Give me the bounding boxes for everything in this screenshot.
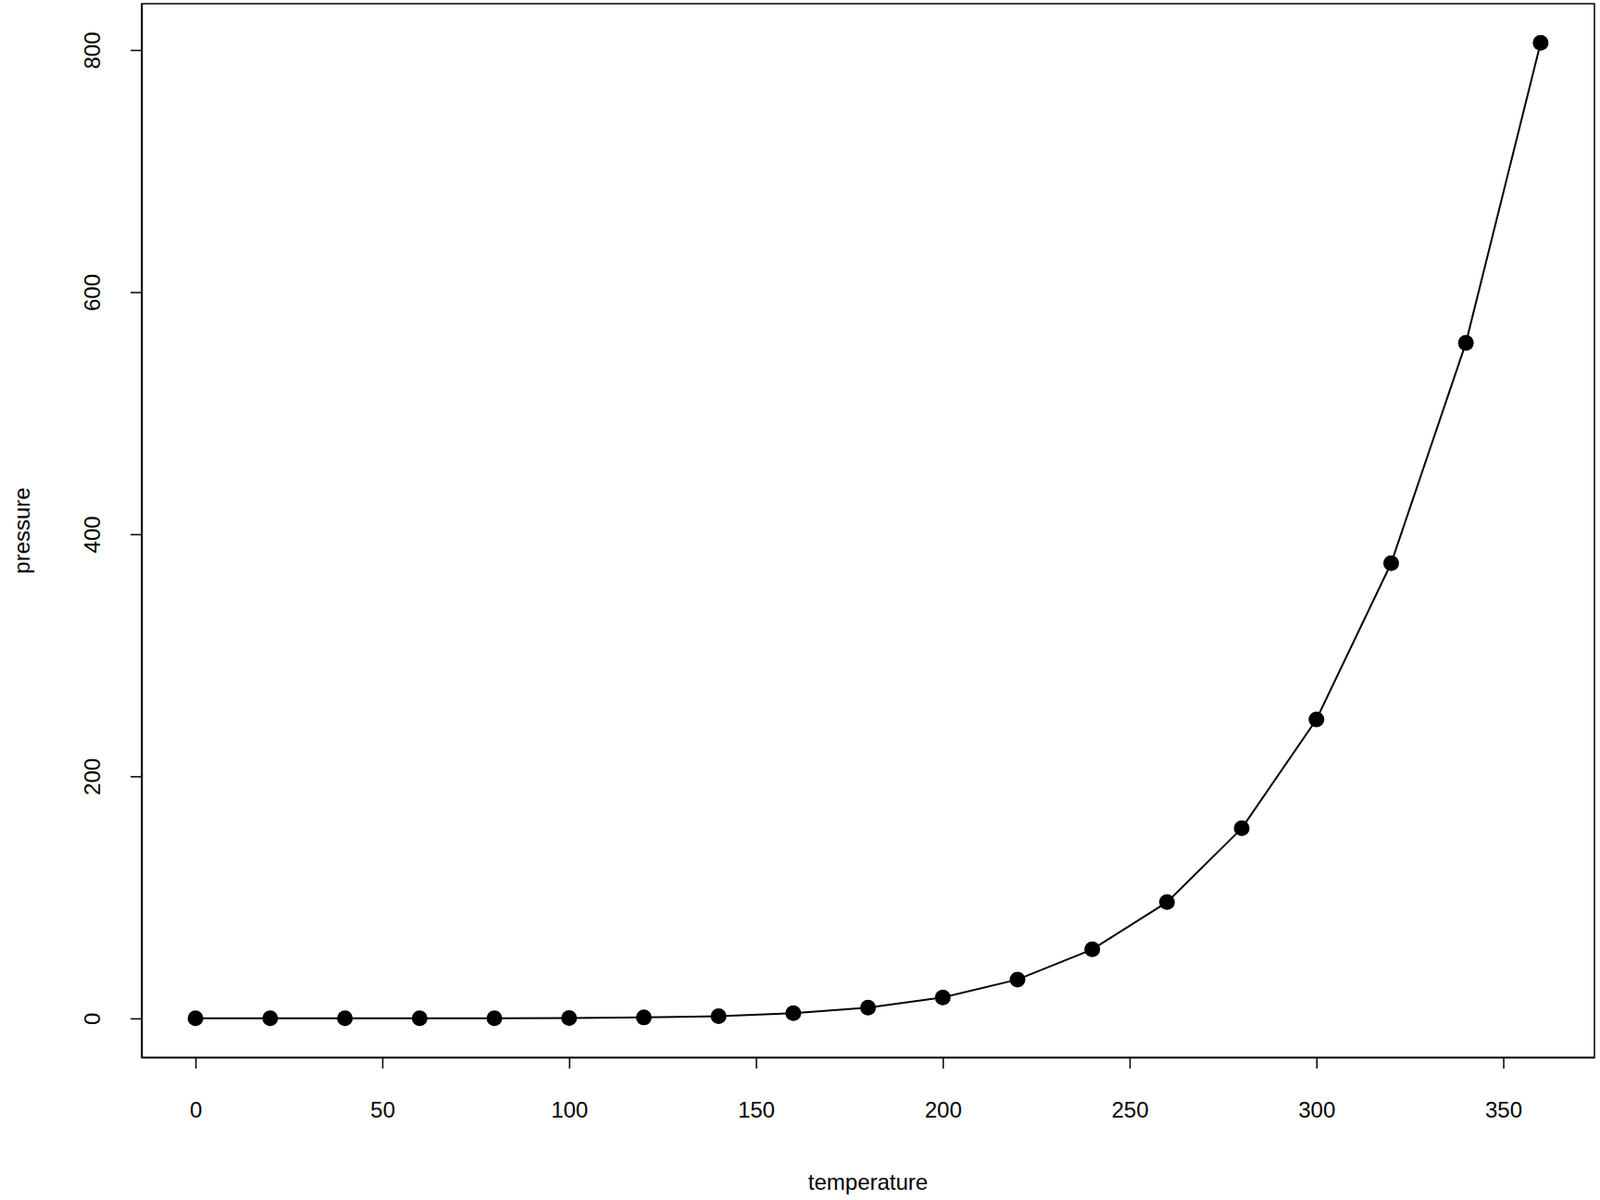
x-tick: 350 [1485, 1057, 1523, 1123]
x-tick-label: 300 [1298, 1097, 1336, 1123]
data-point [636, 1009, 652, 1025]
y-tick: 600 [79, 274, 142, 312]
plot-area [187, 35, 1550, 1027]
x-tick-mark [1316, 1057, 1319, 1069]
x-tick: 300 [1298, 1057, 1336, 1123]
data-point [935, 989, 951, 1006]
y-tick-label: 400 [79, 515, 105, 553]
x-tick-mark [382, 1057, 385, 1069]
x-tick-label: 200 [925, 1097, 963, 1123]
data-point [1532, 35, 1549, 51]
y-tick-label: 0 [79, 1012, 105, 1025]
data-line [195, 42, 1541, 1019]
y-axis: 0 200 400 600 800 [79, 4, 143, 1059]
x-tick-mark [1502, 1057, 1505, 1069]
y-tick-mark [130, 775, 142, 778]
x-tick-mark [942, 1057, 945, 1069]
y-tick-label: 800 [79, 31, 105, 69]
x-tick: 250 [1111, 1057, 1149, 1123]
data-point [337, 1010, 353, 1026]
x-tick-mark [755, 1057, 758, 1069]
x-tick-label: 0 [189, 1097, 202, 1123]
x-tick-label: 50 [370, 1097, 396, 1123]
x-tick: 150 [737, 1057, 775, 1123]
y-tick: 400 [79, 515, 142, 553]
y-tick-mark [130, 50, 142, 52]
x-tick-label: 250 [1111, 1097, 1149, 1123]
y-tick-label: 200 [79, 758, 105, 796]
x-tick-mark [568, 1057, 571, 1069]
y-tick: 800 [79, 31, 142, 69]
y-axis-line [141, 4, 144, 1059]
data-point [785, 1005, 801, 1022]
data-point [262, 1010, 278, 1026]
x-tick: 50 [370, 1057, 396, 1123]
data-point [561, 1010, 577, 1026]
y-tick: 200 [79, 758, 142, 796]
data-point [1383, 555, 1400, 572]
y-tick-mark [130, 534, 142, 537]
x-tick: 100 [550, 1057, 588, 1123]
data-point [187, 1010, 204, 1026]
plot-frame [141, 3, 1595, 1058]
x-tick-label: 150 [737, 1097, 775, 1123]
data-point [1009, 971, 1025, 988]
data-point [1159, 894, 1175, 911]
y-tick-mark [130, 291, 142, 294]
data-point [860, 1000, 876, 1016]
data-point [1084, 941, 1100, 958]
data-point [1458, 335, 1475, 351]
x-axis-title: temperature [808, 1169, 928, 1195]
data-point [486, 1010, 502, 1026]
y-tick-label: 600 [79, 274, 105, 312]
x-tick-label: 350 [1485, 1097, 1523, 1123]
x-axis-line [142, 1057, 1596, 1060]
data-point [412, 1010, 428, 1026]
x-tick-label: 100 [550, 1097, 588, 1123]
data-point [1234, 820, 1250, 837]
x-tick-mark [195, 1057, 198, 1069]
data-point [1308, 711, 1325, 727]
x-tick-mark [1129, 1057, 1132, 1069]
y-tick-mark [130, 1018, 142, 1021]
x-axis: 0 50 100 150 200 250 300 350 [142, 1057, 1596, 1123]
y-axis-title: pressure [9, 487, 35, 574]
y-tick: 0 [79, 1012, 142, 1025]
chart: 0 50 100 150 200 250 300 350 0 200 400 600 800 temper… [0, 0, 1600, 1200]
x-tick: 0 [189, 1057, 202, 1123]
x-tick: 200 [925, 1057, 963, 1123]
data-point [711, 1008, 727, 1025]
